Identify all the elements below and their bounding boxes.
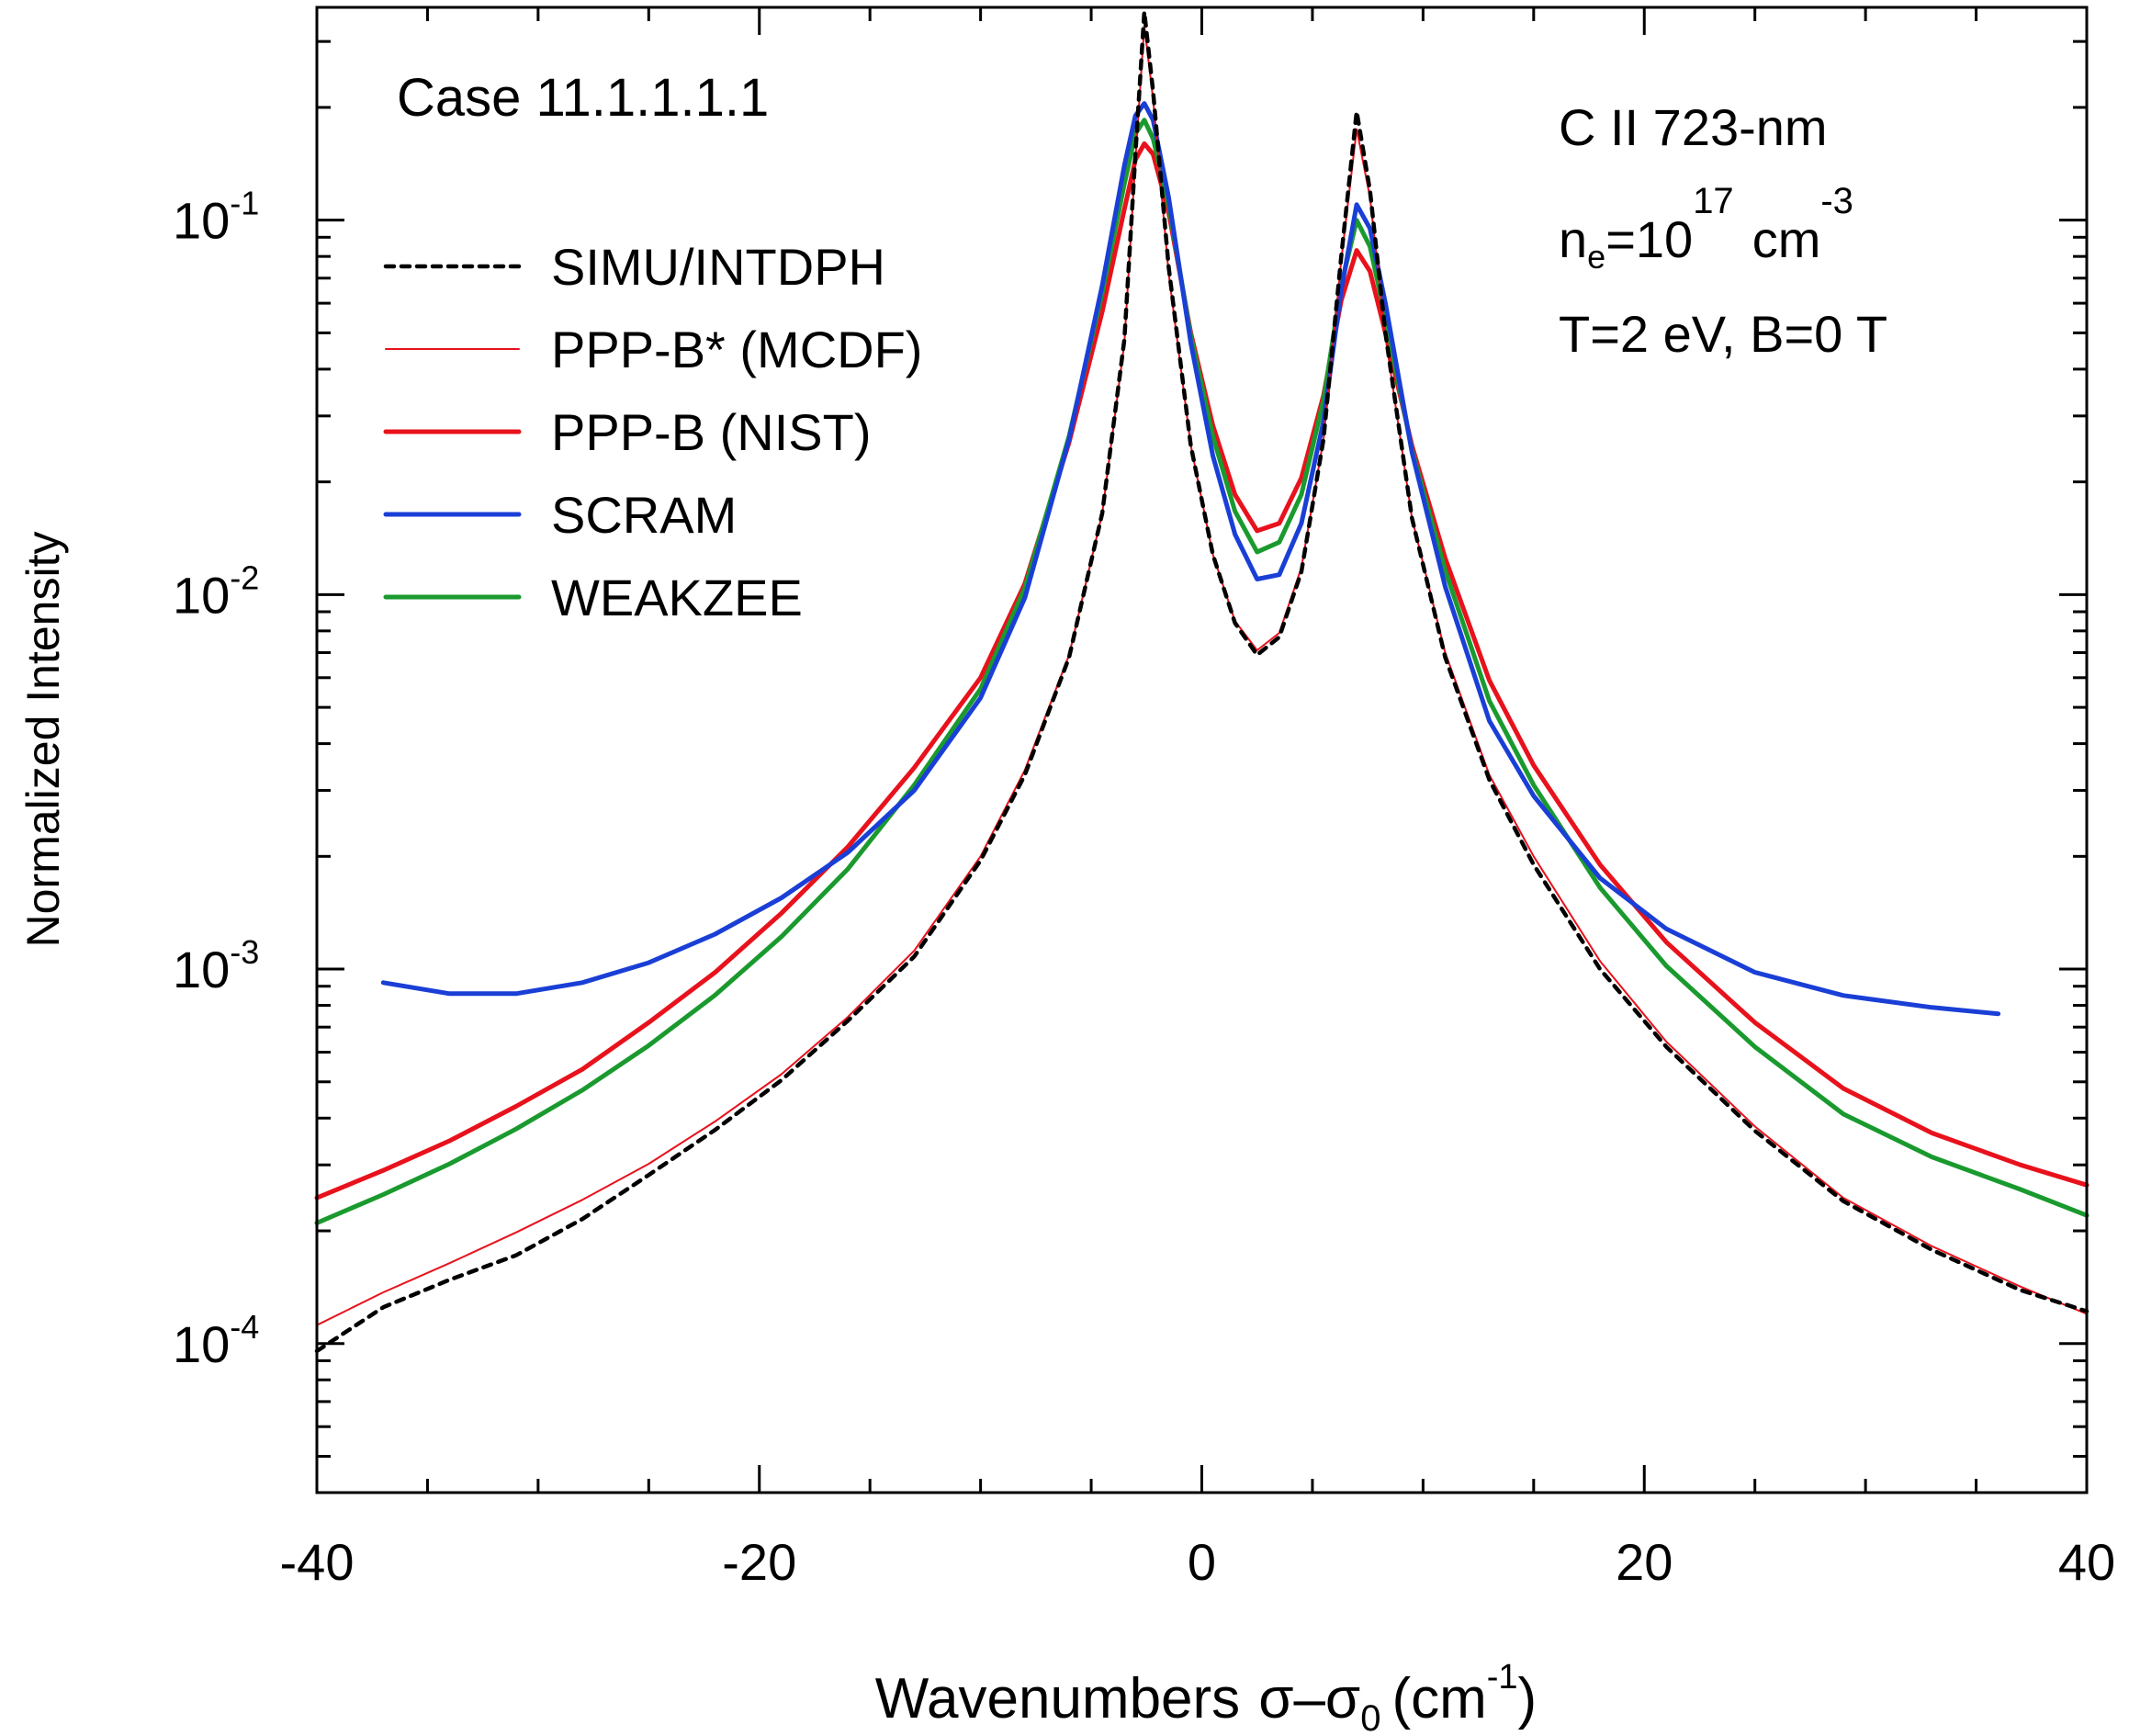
density-eq: =10: [1605, 210, 1693, 268]
y-tick-label: 10-4: [173, 1308, 259, 1373]
density-prefix: n: [1559, 210, 1587, 268]
density-unit-exp: -3: [1820, 181, 1853, 221]
series-line-0: [314, 9, 2090, 1354]
x-axis-label: Wavenumbers σ–σ0 (cm-1): [875, 1658, 1537, 1736]
density-annotation: ne=1017 cm-3: [1559, 181, 1853, 276]
legend-label: WEAKZEE: [551, 569, 803, 626]
legend-label: PPP-B (NIST): [551, 403, 871, 461]
legend: SIMU/INTDPH PPP-B* (MCDF) PPP-B (NIST) SCRA…: [383, 238, 922, 626]
y-tick-label-exp: -3: [230, 933, 259, 971]
axis-ticks: [315, 7, 2089, 1494]
y-tick-label: 10-1: [173, 185, 259, 250]
x-axis-label-symbol: σ–σ: [1258, 1667, 1360, 1730]
x-tick-label: 40: [2058, 1533, 2115, 1591]
density-unit: cm: [1752, 210, 1821, 268]
series-layer: [314, 9, 2090, 1354]
legend-label: PPP-B* (MCDF): [551, 321, 922, 378]
x-axis-label-symbol-sub: 0: [1360, 1698, 1380, 1736]
y-tick-label-exp: -4: [230, 1308, 259, 1346]
density-exp: 17: [1693, 181, 1734, 221]
legend-label: SIMU/INTDPH: [551, 238, 885, 296]
y-tick-labels: 10-410-310-210-1: [173, 185, 259, 1373]
y-axis-label: Normalized Intensity: [17, 532, 69, 948]
y-tick-label-base: 10: [173, 1315, 230, 1373]
x-tick-label: 20: [1616, 1533, 1673, 1591]
y-tick-label-exp: -2: [230, 558, 259, 596]
x-tick-label: -40: [280, 1533, 355, 1591]
x-axis-label-main: Wavenumbers: [875, 1667, 1240, 1730]
x-axis-label-unit-sup: -1: [1487, 1658, 1518, 1697]
x-tick-label: -20: [722, 1533, 796, 1591]
conditions-annotation: T=2 eV, B=0 T: [1559, 305, 1887, 363]
y-tick-label-base: 10: [173, 941, 230, 998]
series-line-1: [316, 25, 2088, 1326]
y-tick-label-exp: -1: [230, 185, 259, 222]
legend-label: SCRAM: [551, 486, 737, 544]
y-tick-label: 10-3: [173, 933, 259, 998]
y-tick-label: 10-2: [173, 558, 259, 624]
y-tick-label-base: 10: [173, 192, 230, 250]
x-axis-label-unit: (cm: [1391, 1667, 1486, 1730]
y-tick-label-base: 10: [173, 566, 230, 624]
line-name-annotation: C II 723-nm: [1559, 98, 1828, 156]
series-line-3: [380, 101, 2001, 1017]
density-sub: e: [1587, 238, 1605, 276]
series-line-4: [314, 118, 2090, 1225]
case-annotation: Case 11.1.1.1.1: [397, 68, 769, 128]
x-tick-label: 0: [1188, 1533, 1216, 1591]
x-axis-label-unit-close: ): [1518, 1667, 1538, 1730]
x-tick-labels: -40 -20 0 20 40: [280, 1533, 2116, 1591]
